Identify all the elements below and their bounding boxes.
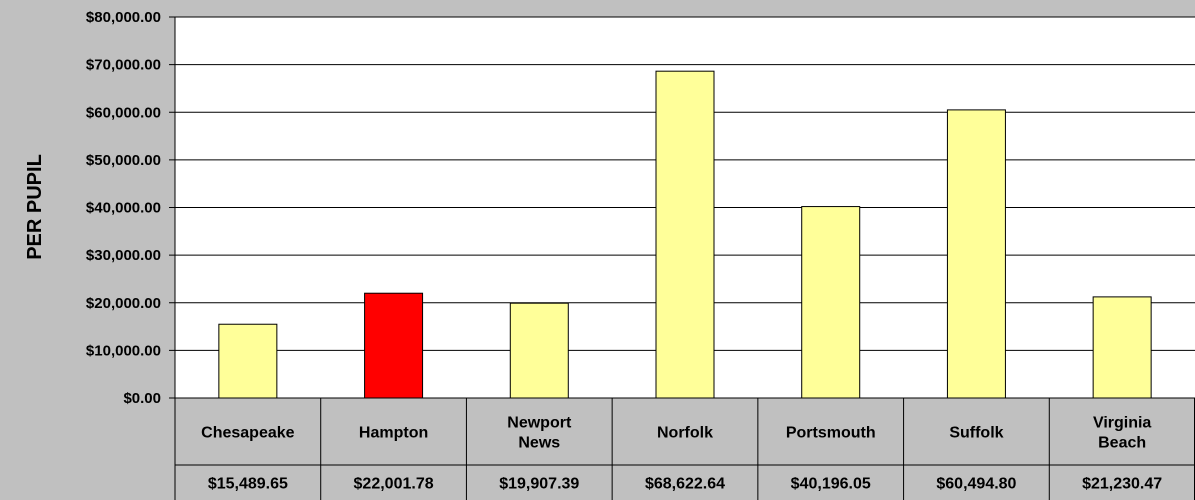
y-tick-label: $40,000.00 (86, 200, 161, 217)
category-label-line: Norfolk (657, 425, 713, 442)
category-label-line: Newport (507, 415, 572, 432)
bar (655, 70, 715, 399)
y-tick-label: $80,000.00 (86, 9, 161, 26)
value-label: $68,622.64 (645, 476, 725, 493)
category-label-line: Portsmouth (786, 425, 876, 442)
value-label: $22,001.78 (354, 476, 434, 493)
value-label: $40,196.05 (791, 476, 871, 493)
category-label: Virginia Beach (1093, 415, 1151, 452)
category-label: Portsmouth (786, 425, 876, 442)
y-tick-label: $0.00 (123, 390, 161, 407)
y-tick-label: $10,000.00 (86, 342, 161, 359)
y-tick-labels: $0.00 $10,000.00 $20,000.00 $30,000.00 $40,0… (86, 9, 161, 407)
data-table: Chesapeake $15,489.65 Hampton $22,001.78 New… (174, 397, 1195, 500)
category-label-line: News (518, 435, 560, 452)
y-tick-label: $20,000.00 (86, 295, 161, 312)
category-label: Suffolk (949, 425, 1003, 442)
y-tick-label: $70,000.00 (86, 57, 161, 74)
category-label: Newport News (507, 415, 572, 452)
value-label: $21,230.47 (1082, 476, 1162, 493)
bar (946, 109, 1006, 399)
value-label: $19,907.39 (499, 476, 579, 493)
category-label: Norfolk (657, 425, 713, 442)
category-label-line: Beach (1098, 435, 1146, 452)
category-label: Chesapeake (201, 425, 294, 442)
category-label-line: Hampton (359, 425, 428, 442)
value-label: $60,494.80 (936, 476, 1016, 493)
value-label: $15,489.65 (208, 476, 288, 493)
category-label-line: Chesapeake (201, 425, 294, 442)
y-axis-label: PER PUPIL (24, 154, 46, 260)
bars (218, 70, 1152, 399)
category-label: Hampton (359, 425, 428, 442)
y-tick-label: $50,000.00 (86, 152, 161, 169)
category-label-line: Virginia (1093, 415, 1151, 432)
category-label-line: Suffolk (949, 425, 1003, 442)
bar (801, 206, 861, 399)
bar (218, 323, 278, 399)
bar (1092, 296, 1152, 399)
bar (509, 302, 569, 399)
y-tick-label: $30,000.00 (86, 247, 161, 264)
y-tick-label: $60,000.00 (86, 104, 161, 121)
bar (364, 292, 424, 399)
